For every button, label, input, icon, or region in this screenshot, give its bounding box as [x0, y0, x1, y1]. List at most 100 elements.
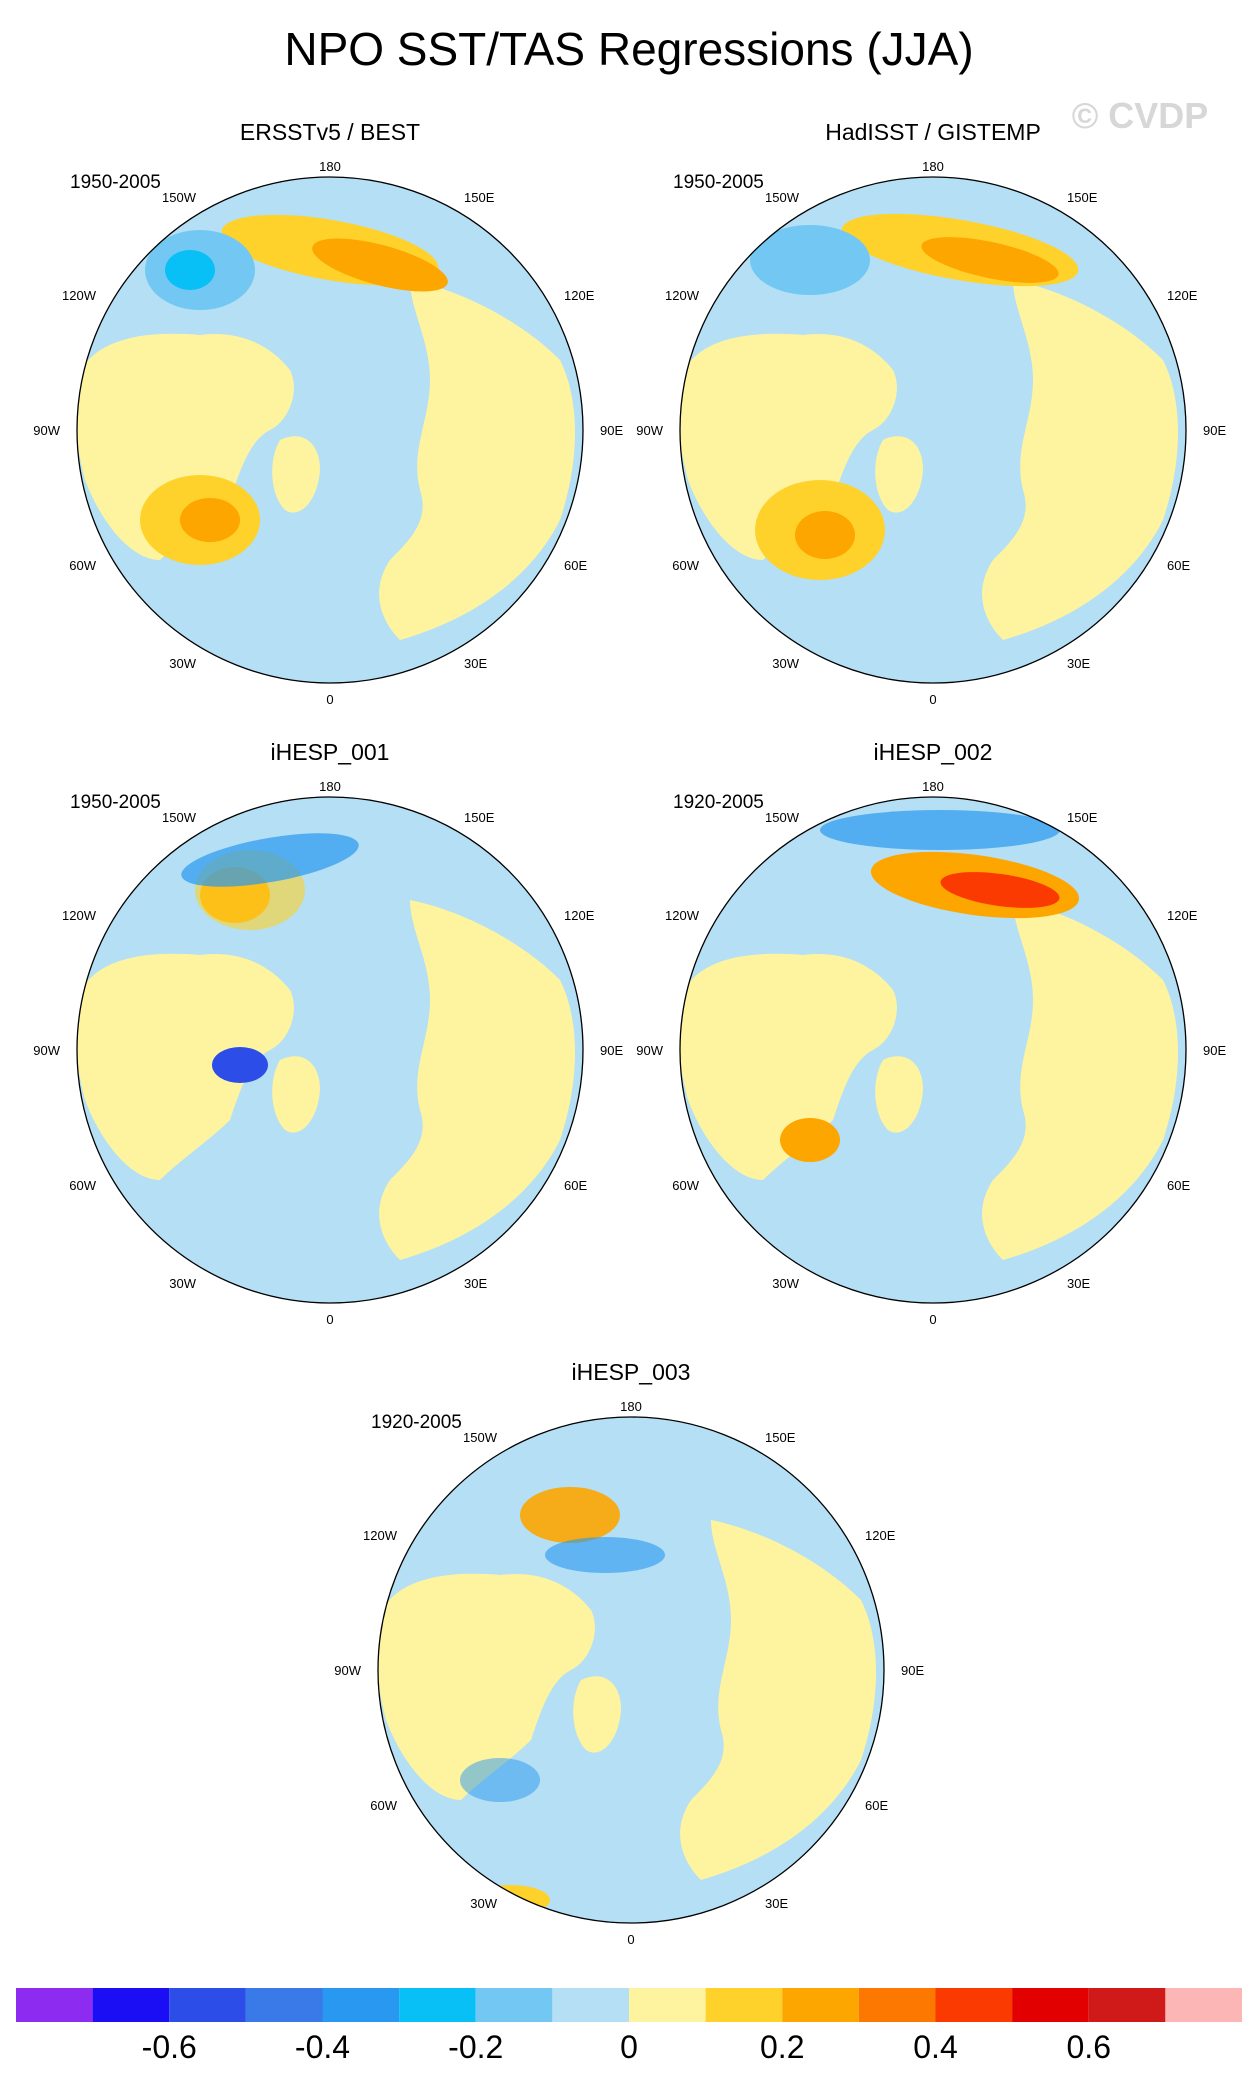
- map-border: [76, 176, 584, 684]
- lon-label-0: 0: [929, 1312, 936, 1327]
- colorbar-bin: [782, 1988, 859, 2022]
- figure-title: NPO SST/TAS Regressions (JJA): [284, 23, 973, 75]
- lon-label-180: 180: [620, 1399, 642, 1414]
- lon-label-30W: 30W: [169, 1276, 196, 1291]
- lon-label-60W: 60W: [672, 558, 699, 573]
- land-north-america: [680, 953, 897, 1180]
- lon-label-30E: 30E: [464, 1276, 487, 1291]
- land-north-america: [680, 333, 897, 560]
- lon-label-150W: 150W: [463, 1430, 498, 1445]
- land-north-america: [77, 333, 294, 560]
- anomaly-negative: [165, 250, 215, 290]
- map-border: [377, 1416, 885, 1924]
- lon-label-30W: 30W: [470, 1896, 497, 1911]
- panel-title: ERSSTv5 / BEST: [240, 119, 420, 145]
- lon-label-90W: 90W: [33, 423, 60, 438]
- lon-label-90W: 90W: [334, 1663, 361, 1678]
- colorbar-bin: [245, 1988, 323, 2022]
- land-north-america: [378, 1573, 595, 1800]
- lon-label-60W: 60W: [69, 558, 96, 573]
- land-eurasia: [379, 900, 575, 1260]
- lon-label-120E: 120E: [865, 1528, 896, 1543]
- colorbar-bin: [1088, 1988, 1166, 2022]
- lon-label-120W: 120W: [62, 288, 97, 303]
- map-border: [76, 796, 584, 1304]
- colorbar-label: -0.4: [295, 2029, 350, 2065]
- lon-label-120W: 120W: [363, 1528, 398, 1543]
- lon-label-90W: 90W: [636, 423, 663, 438]
- lon-label-90E: 90E: [1203, 1043, 1226, 1058]
- anomaly-negative: [750, 225, 870, 295]
- lon-label-150E: 150E: [1067, 810, 1098, 825]
- map-border: [679, 796, 1187, 1304]
- colorbar-bin: [399, 1988, 476, 2022]
- land-greenland: [272, 1056, 320, 1133]
- land-greenland: [875, 436, 923, 513]
- lon-label-150E: 150E: [464, 810, 495, 825]
- colorbar-bin: [1165, 1988, 1242, 2022]
- colorbar-bin: [629, 1988, 706, 2022]
- lon-label-30E: 30E: [1067, 656, 1090, 671]
- land-eurasia: [379, 280, 575, 640]
- land-greenland: [272, 436, 320, 513]
- lon-label-60W: 60W: [370, 1798, 397, 1813]
- lon-label-60E: 60E: [564, 1178, 587, 1193]
- lon-label-90E: 90E: [600, 1043, 623, 1058]
- map-field: [378, 1417, 884, 1923]
- lon-label-120W: 120W: [665, 288, 700, 303]
- map-field: [680, 797, 1186, 1303]
- lon-label-60E: 60E: [1167, 1178, 1190, 1193]
- map-field: [77, 797, 583, 1303]
- lon-label-0: 0: [326, 692, 333, 707]
- colorbar-bin: [935, 1988, 1013, 2022]
- lon-label-60E: 60E: [865, 1798, 888, 1813]
- lon-label-150E: 150E: [1067, 190, 1098, 205]
- lon-label-150W: 150W: [162, 810, 197, 825]
- panel-ihesp002: iHESP_002 1920-2005 180 150E 120E 90E 60…: [636, 739, 1226, 1327]
- lon-label-60W: 60W: [69, 1178, 96, 1193]
- anomaly-positive: [312, 238, 448, 292]
- lon-label-120W: 120W: [665, 908, 700, 923]
- panel-ersst: ERSSTv5 / BEST 1950-2005 180 150E 120E 9…: [33, 119, 623, 707]
- land-north-america: [77, 953, 294, 1180]
- colorbar-label: -0.2: [448, 2029, 503, 2065]
- lon-label-150W: 150W: [765, 810, 800, 825]
- panel-period: 1920-2005: [673, 792, 764, 813]
- lon-label-30W: 30W: [169, 656, 196, 671]
- anomaly-positive: [180, 498, 240, 542]
- land-greenland: [573, 1676, 621, 1753]
- lon-label-0: 0: [929, 692, 936, 707]
- anomaly-positive: [795, 511, 855, 559]
- lon-label-150E: 150E: [765, 1430, 796, 1445]
- lon-label-60E: 60E: [564, 558, 587, 573]
- lon-label-150W: 150W: [765, 190, 800, 205]
- colorbar-bin: [552, 1988, 629, 2022]
- land-eurasia: [982, 900, 1178, 1260]
- anomaly-positive: [520, 1487, 620, 1543]
- lon-label-180: 180: [319, 779, 341, 794]
- colorbar-label: 0: [620, 2029, 638, 2065]
- colorbar-bin: [858, 1988, 936, 2022]
- lon-label-120W: 120W: [62, 908, 97, 923]
- anomaly-negative: [212, 1047, 268, 1083]
- land-eurasia: [982, 280, 1178, 640]
- panel-title: iHESP_001: [271, 739, 390, 765]
- map-field: [680, 177, 1186, 683]
- lon-label-180: 180: [319, 159, 341, 174]
- panel-hadisst: HadISST / GISTEMP 1950-2005 180 150E 120…: [636, 119, 1226, 707]
- colorbar-bin: [475, 1988, 553, 2022]
- colorbar-bin: [169, 1988, 246, 2022]
- lon-label-120E: 120E: [1167, 288, 1198, 303]
- panel-period: 1950-2005: [70, 172, 161, 193]
- lon-label-60W: 60W: [672, 1178, 699, 1193]
- panel-period: 1920-2005: [371, 1412, 462, 1433]
- lon-label-150E: 150E: [464, 190, 495, 205]
- panel-period: 1950-2005: [673, 172, 764, 193]
- colorbar-label: 0.4: [913, 2029, 957, 2065]
- colorbar-bin: [322, 1988, 400, 2022]
- land-eurasia: [680, 1520, 876, 1880]
- lon-label-90E: 90E: [1203, 423, 1226, 438]
- anomaly-negative: [820, 810, 1060, 850]
- lon-label-120E: 120E: [564, 288, 595, 303]
